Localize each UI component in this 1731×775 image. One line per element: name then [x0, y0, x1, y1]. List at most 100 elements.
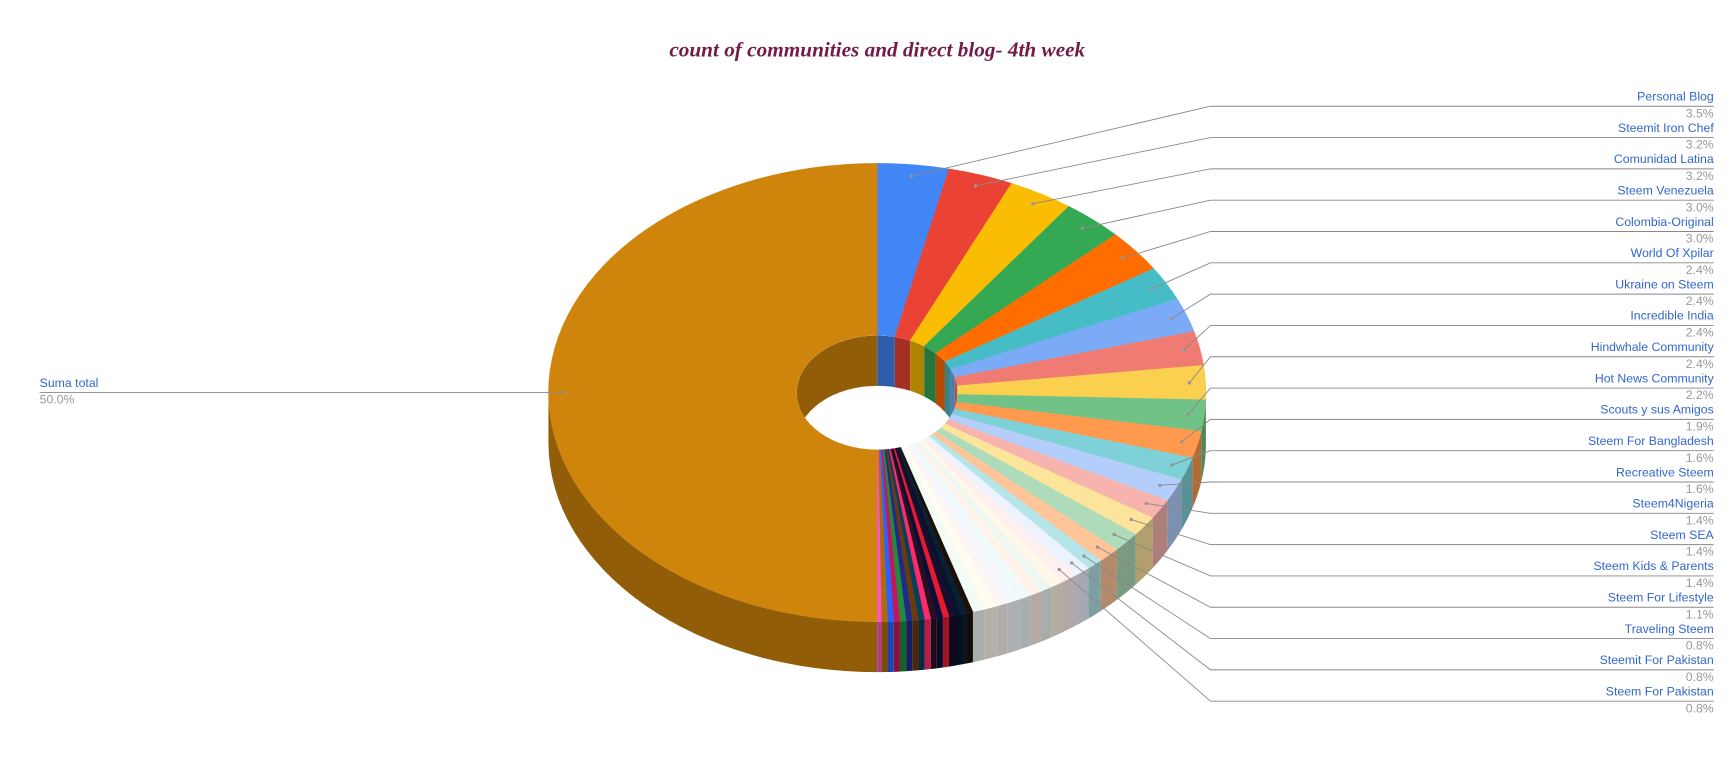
leader-line	[1187, 387, 1714, 415]
slice-value-label: 1.6%	[1686, 451, 1714, 465]
leader-line	[1181, 418, 1714, 443]
slice-inner-side	[944, 361, 951, 420]
slice-side	[955, 614, 962, 666]
leader-line	[1146, 502, 1714, 514]
slice-side	[972, 609, 985, 663]
leader-dot	[1121, 256, 1125, 260]
slice-value-label: 3.2%	[1686, 138, 1714, 152]
slice-label: Traveling Steem	[1625, 622, 1714, 636]
slice-label: Comunidad Latina	[1614, 152, 1714, 166]
slice-inner-side	[894, 336, 911, 391]
slice-label: Colombia-Original	[1615, 215, 1713, 229]
leader-line	[1071, 562, 1714, 671]
slice-side	[877, 621, 882, 673]
slice-value-label: 2.4%	[1686, 263, 1714, 277]
slice-value-label: 2.4%	[1686, 326, 1714, 340]
slice-label: Steem Venezuela	[1617, 183, 1714, 197]
slice-value-label: 2.4%	[1686, 357, 1714, 371]
slice-label: Hindwhale Community	[1591, 340, 1715, 354]
slice-side	[1135, 517, 1153, 585]
slice-side	[912, 619, 919, 671]
slice-side	[918, 619, 925, 671]
slice-inner-side	[910, 340, 925, 397]
slice-side	[1030, 591, 1042, 646]
slice-value-label: 2.4%	[1686, 294, 1714, 308]
leader-line	[1058, 569, 1714, 702]
slice-value-label: 1.1%	[1686, 607, 1714, 621]
slice-side	[1192, 431, 1202, 509]
slice-label: Steem For Lifestyle	[1608, 591, 1714, 605]
leader-dot	[563, 390, 567, 395]
slice-side	[1100, 549, 1117, 611]
slice-value-label: 0.8%	[1686, 670, 1714, 684]
leader-line	[1082, 199, 1714, 229]
slice-value-label: 1.4%	[1686, 545, 1714, 559]
slice-side	[961, 613, 967, 665]
slice-label: Steemit Iron Chef	[1618, 121, 1714, 135]
slice-side	[887, 621, 894, 673]
slice-value-label: 3.5%	[1686, 106, 1714, 120]
leader-line	[1159, 481, 1714, 486]
slice-side	[881, 621, 888, 673]
slice-label: Steem SEA	[1650, 528, 1714, 542]
slice-label: Steemit For Pakistan	[1600, 653, 1714, 667]
slice-label: Steem Kids & Parents	[1593, 559, 1713, 573]
slice-value-label: 2.2%	[1686, 388, 1714, 402]
slice-value-label: 1.4%	[1686, 513, 1714, 527]
slice-value-label: 0.8%	[1686, 639, 1714, 653]
slice-side	[1019, 595, 1031, 650]
slice-label: Steem For Bangladesh	[1588, 434, 1714, 448]
slice-side	[1167, 479, 1182, 551]
leader-line	[1113, 534, 1714, 577]
slice-side	[948, 615, 956, 667]
leader-line	[1151, 262, 1714, 290]
slice-inner-side	[877, 335, 895, 388]
slice-inner-side	[924, 346, 936, 404]
slice-side	[1075, 568, 1089, 626]
slice-side	[924, 618, 931, 670]
slice-label: Incredible India	[1630, 309, 1714, 323]
slice-side	[996, 602, 1008, 657]
leader-line	[1122, 231, 1714, 259]
slice-label: Hot News Community	[1595, 371, 1715, 385]
slice-side	[1201, 399, 1206, 482]
chart-title: count of communities and direct blog- 4t…	[669, 37, 1085, 61]
slice-side	[1041, 586, 1052, 642]
slice-side	[966, 611, 973, 664]
slice-side	[899, 620, 907, 672]
leader-dot	[1095, 545, 1100, 549]
leader-line	[975, 137, 1714, 187]
slice-side	[984, 606, 997, 660]
slice-value-label: 50.0%	[40, 393, 75, 407]
slice-side	[1088, 560, 1101, 619]
leader-line	[911, 105, 1714, 177]
slice-side	[942, 616, 949, 668]
slice-side	[1062, 575, 1076, 633]
slice-label: Scouts y sus Amigos	[1600, 403, 1713, 417]
leader-dot	[1080, 226, 1085, 230]
slice-side	[930, 617, 937, 670]
leader-line	[1170, 293, 1714, 320]
slice-value-label: 3.0%	[1686, 200, 1714, 214]
slice-side	[936, 617, 943, 669]
slice-label: Ukraine on Steem	[1615, 277, 1713, 291]
slice-value-label: 3.0%	[1686, 232, 1714, 246]
slice-value-label: 1.9%	[1686, 419, 1714, 433]
slice-value-label: 1.6%	[1686, 482, 1714, 496]
slice-side	[1007, 599, 1020, 654]
slice-side	[1116, 534, 1136, 600]
slice-label: Steem4Nigeria	[1632, 497, 1713, 511]
slice-label: Recreative Steem	[1616, 465, 1714, 479]
slice-value-label: 1.4%	[1686, 576, 1714, 590]
slice-label: Personal Blog	[1637, 90, 1714, 104]
slice-side	[1152, 500, 1168, 569]
slice-side	[1181, 457, 1193, 530]
slice-label: World Of Xpilar	[1631, 246, 1714, 260]
leader-line	[1130, 519, 1714, 546]
slice-inner-side	[935, 353, 945, 412]
leader-line	[1097, 546, 1714, 608]
leader-line	[1188, 356, 1714, 384]
slice-value-label: 3.2%	[1686, 169, 1714, 183]
slice-side	[1051, 582, 1063, 638]
